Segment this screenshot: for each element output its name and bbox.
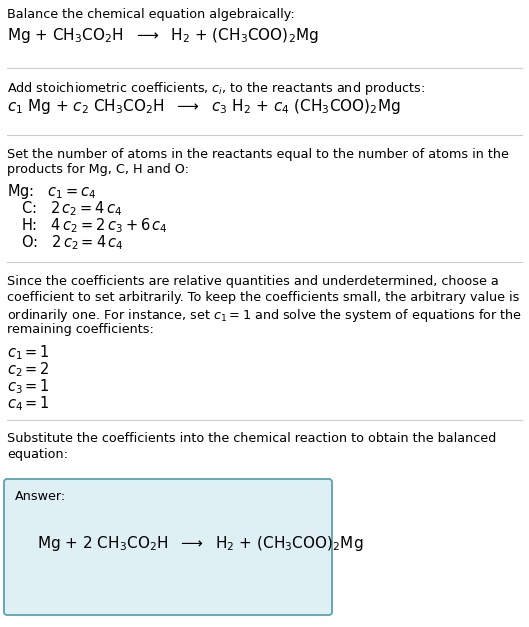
Text: $c_2 = 2$: $c_2 = 2$ [7,360,50,379]
Text: ordinarily one. For instance, set $c_1 = 1$ and solve the system of equations fo: ordinarily one. For instance, set $c_1 =… [7,307,522,324]
Text: Balance the chemical equation algebraically:: Balance the chemical equation algebraica… [7,8,295,21]
Text: C:   $2\,c_2 = 4\,c_4$: C: $2\,c_2 = 4\,c_4$ [21,199,122,218]
Text: Set the number of atoms in the reactants equal to the number of atoms in the: Set the number of atoms in the reactants… [7,148,509,161]
Text: O:   $2\,c_2 = 4\,c_4$: O: $2\,c_2 = 4\,c_4$ [21,233,124,251]
Text: H:   $4\,c_2 = 2\,c_3 + 6\,c_4$: H: $4\,c_2 = 2\,c_3 + 6\,c_4$ [21,216,168,234]
Text: Add stoichiometric coefficients, $c_i$, to the reactants and products:: Add stoichiometric coefficients, $c_i$, … [7,80,425,97]
Text: Answer:: Answer: [15,490,66,503]
Text: Mg:   $c_1 = c_4$: Mg: $c_1 = c_4$ [7,182,97,201]
Text: coefficient to set arbitrarily. To keep the coefficients small, the arbitrary va: coefficient to set arbitrarily. To keep … [7,291,519,304]
Text: remaining coefficients:: remaining coefficients: [7,323,154,336]
Text: $c_1$ Mg + $c_2$ CH$_3$CO$_2$H  $\longrightarrow$  $c_3$ H$_2$ + $c_4$ (CH$_3$CO: $c_1$ Mg + $c_2$ CH$_3$CO$_2$H $\longrig… [7,97,401,116]
Text: $c_4 = 1$: $c_4 = 1$ [7,394,50,413]
Text: products for Mg, C, H and O:: products for Mg, C, H and O: [7,163,189,176]
Text: $c_3 = 1$: $c_3 = 1$ [7,377,50,396]
Text: Mg + CH$_3$CO$_2$H  $\longrightarrow$  H$_2$ + (CH$_3$COO)$_2$Mg: Mg + CH$_3$CO$_2$H $\longrightarrow$ H$_… [7,26,319,45]
Text: Mg + 2 CH$_3$CO$_2$H  $\longrightarrow$  H$_2$ + (CH$_3$COO)$_2$Mg: Mg + 2 CH$_3$CO$_2$H $\longrightarrow$ H… [37,534,363,553]
Text: $c_1 = 1$: $c_1 = 1$ [7,343,50,362]
FancyBboxPatch shape [4,479,332,615]
Text: Substitute the coefficients into the chemical reaction to obtain the balanced: Substitute the coefficients into the che… [7,432,496,445]
Text: Since the coefficients are relative quantities and underdetermined, choose a: Since the coefficients are relative quan… [7,275,499,288]
Text: equation:: equation: [7,448,68,461]
